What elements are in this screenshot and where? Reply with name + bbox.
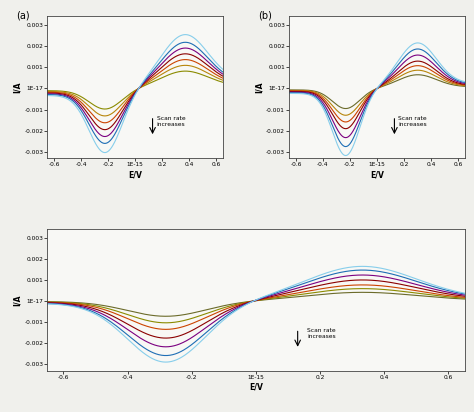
- Y-axis label: I/A: I/A: [255, 82, 264, 93]
- Text: Scan rate
increases: Scan rate increases: [156, 116, 185, 127]
- Text: (b): (b): [258, 11, 272, 21]
- Text: Scan rate
increases: Scan rate increases: [399, 116, 427, 127]
- Text: Scan rate
increases: Scan rate increases: [307, 328, 336, 339]
- Text: (a): (a): [16, 11, 29, 21]
- X-axis label: E/V: E/V: [249, 383, 263, 392]
- Y-axis label: I/A: I/A: [12, 82, 21, 93]
- X-axis label: E/V: E/V: [370, 170, 384, 179]
- X-axis label: E/V: E/V: [128, 170, 142, 179]
- Y-axis label: I/A: I/A: [12, 294, 21, 306]
